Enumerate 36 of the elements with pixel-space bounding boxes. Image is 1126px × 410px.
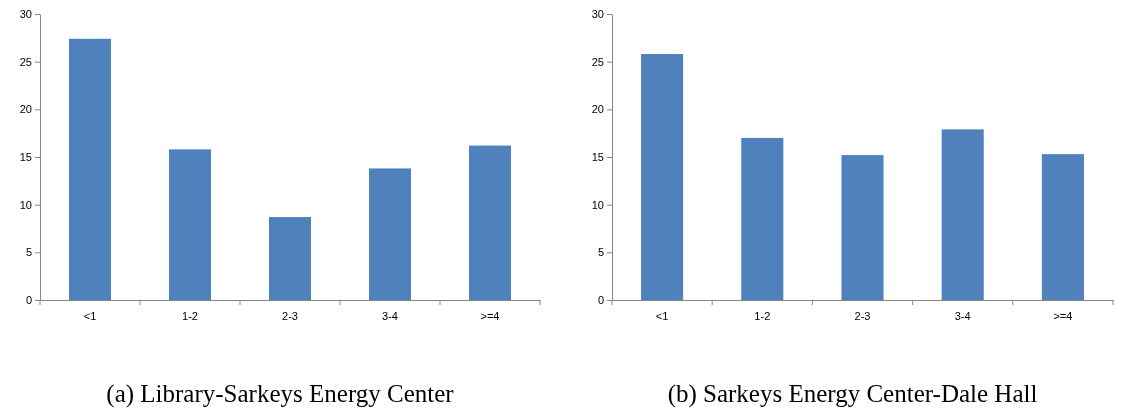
x-tick-label: >=4 [1053, 309, 1073, 322]
x-tick-label: <1 [83, 309, 97, 322]
text: (b) Sarkeys Energy Center-Dale Hall [667, 380, 1038, 408]
y-tick-label: 0 [597, 294, 604, 307]
bar [269, 217, 311, 300]
bar [369, 168, 411, 300]
x-tick-label: 2-3 [854, 309, 871, 322]
x-tick-label: 1-2 [754, 309, 771, 322]
x-tick-label: 3-4 [954, 309, 971, 322]
bar [469, 145, 511, 300]
bar [741, 137, 784, 300]
y-tick-label: 10 [591, 198, 604, 211]
y-tick-label: 30 [19, 8, 32, 21]
y-tick-label: 25 [591, 55, 604, 68]
y-tick-label: 15 [19, 151, 32, 164]
bar [841, 155, 884, 300]
x-tick-label: <1 [655, 309, 669, 322]
bar [169, 149, 211, 300]
x-tick-label: 2-3 [282, 309, 298, 322]
y-tick-label: 0 [25, 294, 32, 307]
x-tick-label: 3-4 [382, 309, 398, 322]
bar [941, 129, 984, 300]
y-tick-label: 20 [19, 103, 32, 116]
y-tick-label: 5 [25, 246, 32, 259]
x-tick-label: 1-2 [182, 309, 198, 322]
y-tick-label: 5 [597, 246, 604, 259]
x-tick-label: >=4 [480, 309, 500, 322]
bar [69, 38, 111, 300]
y-tick-label: 30 [591, 8, 604, 21]
y-tick-label: 25 [19, 55, 32, 68]
text: (a) Library-Sarkeys Energy Center [106, 380, 455, 408]
bar [1041, 154, 1084, 300]
bar [641, 54, 684, 300]
y-tick-label: 15 [591, 151, 604, 164]
y-tick-label: 20 [591, 103, 604, 116]
y-tick-label: 10 [19, 198, 32, 211]
